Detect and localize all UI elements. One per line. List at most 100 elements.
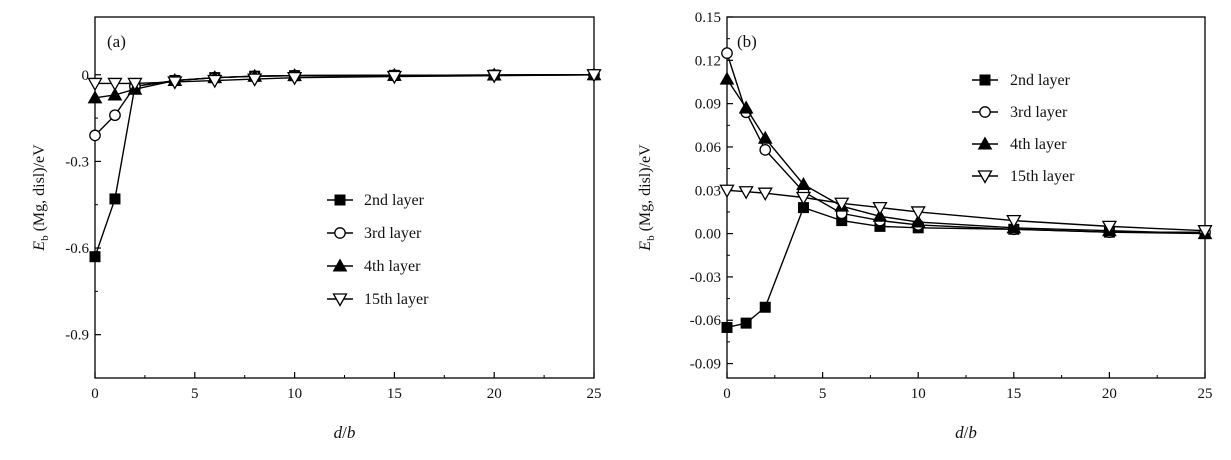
series-4 — [719, 184, 1213, 239]
x-axis-title-d: d — [955, 423, 964, 442]
series-line — [94, 74, 595, 99]
marker-square-filled — [89, 251, 101, 263]
marker-triangle-down-open — [167, 76, 183, 90]
marker-triangle-up-filled — [719, 71, 735, 85]
y-tick-label: 0 — [82, 68, 90, 84]
marker-triangle-down-open — [1197, 225, 1213, 239]
marker-triangle-down-open — [1006, 214, 1022, 229]
x-tick-label: 15 — [387, 386, 402, 402]
panel-label: (b) — [737, 32, 757, 51]
marker-circle-open — [759, 143, 772, 156]
marker-triangle-up-filled — [332, 258, 348, 272]
x-tick-label: 5 — [819, 386, 827, 402]
legend-label: 2nd layer — [364, 192, 425, 209]
marker-circle-open — [334, 227, 346, 239]
y-tick-label: 0.00 — [695, 227, 721, 243]
marker-triangle-down-open — [286, 71, 303, 86]
series-line — [95, 74, 595, 85]
legend-label: 15th layer — [1010, 168, 1075, 185]
marker-triangle-down-open — [207, 74, 223, 89]
y-axis-title-rest: (Mg, disl)/eV — [31, 144, 48, 236]
marker-triangle-up-filled — [87, 90, 103, 104]
legend-entry: 4th layer — [972, 136, 1067, 153]
panel-label: (a) — [107, 32, 126, 51]
marker-triangle-up-filled — [796, 176, 811, 191]
y-tick-label: 0.06 — [695, 140, 722, 156]
legend-entry: 2nd layer — [972, 72, 1071, 89]
y-axis-title-symbol: E — [31, 241, 48, 252]
x-axis-title: d/b — [955, 423, 977, 442]
y-axis-title-subscript: b — [39, 235, 51, 241]
series-line — [726, 78, 1206, 235]
x-axis-title-slash: / — [964, 423, 969, 442]
marker-triangle-down-open — [719, 184, 735, 199]
marker-circle-open — [89, 129, 101, 142]
marker-square-filled — [721, 321, 733, 333]
x-tick-label: 25 — [1198, 386, 1213, 402]
series-2 — [89, 68, 600, 142]
y-tick-label: -0.9 — [65, 328, 89, 344]
x-tick-label: 0 — [91, 386, 99, 402]
x-tick-label: 15 — [1006, 386, 1021, 402]
marker-triangle-down-open — [795, 191, 812, 206]
x-axis-title-b: b — [347, 423, 356, 442]
legend-entry: 15th layer — [327, 291, 429, 308]
x-tick-label: 20 — [1102, 386, 1117, 402]
marker-triangle-down-open — [757, 187, 773, 201]
legend-entry: 3rd layer — [327, 225, 422, 242]
marker-triangle-down-open — [834, 197, 850, 212]
y-tick-label: -0.06 — [690, 313, 722, 329]
series-3 — [87, 67, 602, 104]
chart-panel-1: 0 5 10 15 20 25-0.9-0.6-0.30(a)d/bEb (Mg, dis… — [31, 16, 602, 442]
marker-triangle-up-filled — [757, 130, 773, 144]
legend-label: 4th layer — [1010, 136, 1067, 153]
marker-circle-open — [979, 106, 991, 118]
y-tick-label: 0.15 — [695, 10, 721, 26]
legend-label: 3rd layer — [364, 225, 422, 242]
x-tick-label: 10 — [911, 386, 926, 402]
series-1 — [721, 202, 1211, 333]
series-line — [726, 189, 1206, 232]
marker-triangle-down-open — [910, 206, 926, 220]
y-axis-title: Eb (Mg, disl)/eV — [31, 144, 51, 252]
marker-square-filled — [759, 301, 771, 313]
marker-triangle-up-filled — [107, 87, 123, 101]
x-axis-title-d: d — [334, 423, 343, 442]
marker-triangle-down-open — [586, 69, 602, 83]
marker-triangle-down-open — [247, 73, 263, 87]
marker-triangle-down-open — [332, 293, 348, 307]
marker-triangle-down-open — [1101, 220, 1118, 235]
legend-entry: 15th layer — [972, 168, 1075, 185]
legend-label: 15th layer — [364, 291, 429, 308]
legend-entry: 3rd layer — [972, 104, 1068, 121]
series-4 — [87, 69, 602, 92]
marker-triangle-down-open — [977, 170, 993, 184]
series-line — [726, 52, 1205, 233]
x-tick-label: 10 — [287, 386, 302, 402]
x-tick-label: 20 — [487, 386, 502, 402]
legend-label: 3rd layer — [1010, 104, 1068, 121]
y-axis-title: Eb (Mg, disl)/eV — [637, 144, 657, 252]
marker-triangle-down-open — [107, 77, 123, 92]
legend-label: 2nd layer — [1010, 72, 1071, 89]
marker-circle-open — [721, 47, 733, 59]
marker-triangle-down-open — [738, 186, 754, 200]
chart-panel-2: 0 5 10 15 20 25 -0.09 -0.06 -0.03 0.00 0.03 0.06 0.0… — [637, 10, 1213, 442]
marker-triangle-up-filled — [738, 100, 754, 114]
legend-label: 4th layer — [364, 258, 421, 275]
marker-triangle-down-open — [872, 201, 888, 216]
y-axis-title-subscript: b — [645, 235, 657, 241]
marker-square-filled — [979, 74, 991, 86]
marker-triangle-up-filled — [910, 214, 926, 228]
y-tick-label: -0.6 — [65, 241, 89, 257]
y-tick-label: -0.09 — [690, 357, 721, 373]
series-2 — [721, 47, 1211, 239]
marker-triangle-down-open — [127, 77, 143, 92]
y-axis-title-symbol: E — [637, 241, 654, 252]
x-axis-title-b: b — [968, 423, 977, 442]
y-tick-label: 0.09 — [695, 97, 721, 113]
marker-triangle-down-open — [87, 77, 103, 92]
y-tick-label: -0.03 — [690, 270, 721, 286]
marker-triangle-up-filled — [872, 208, 888, 222]
